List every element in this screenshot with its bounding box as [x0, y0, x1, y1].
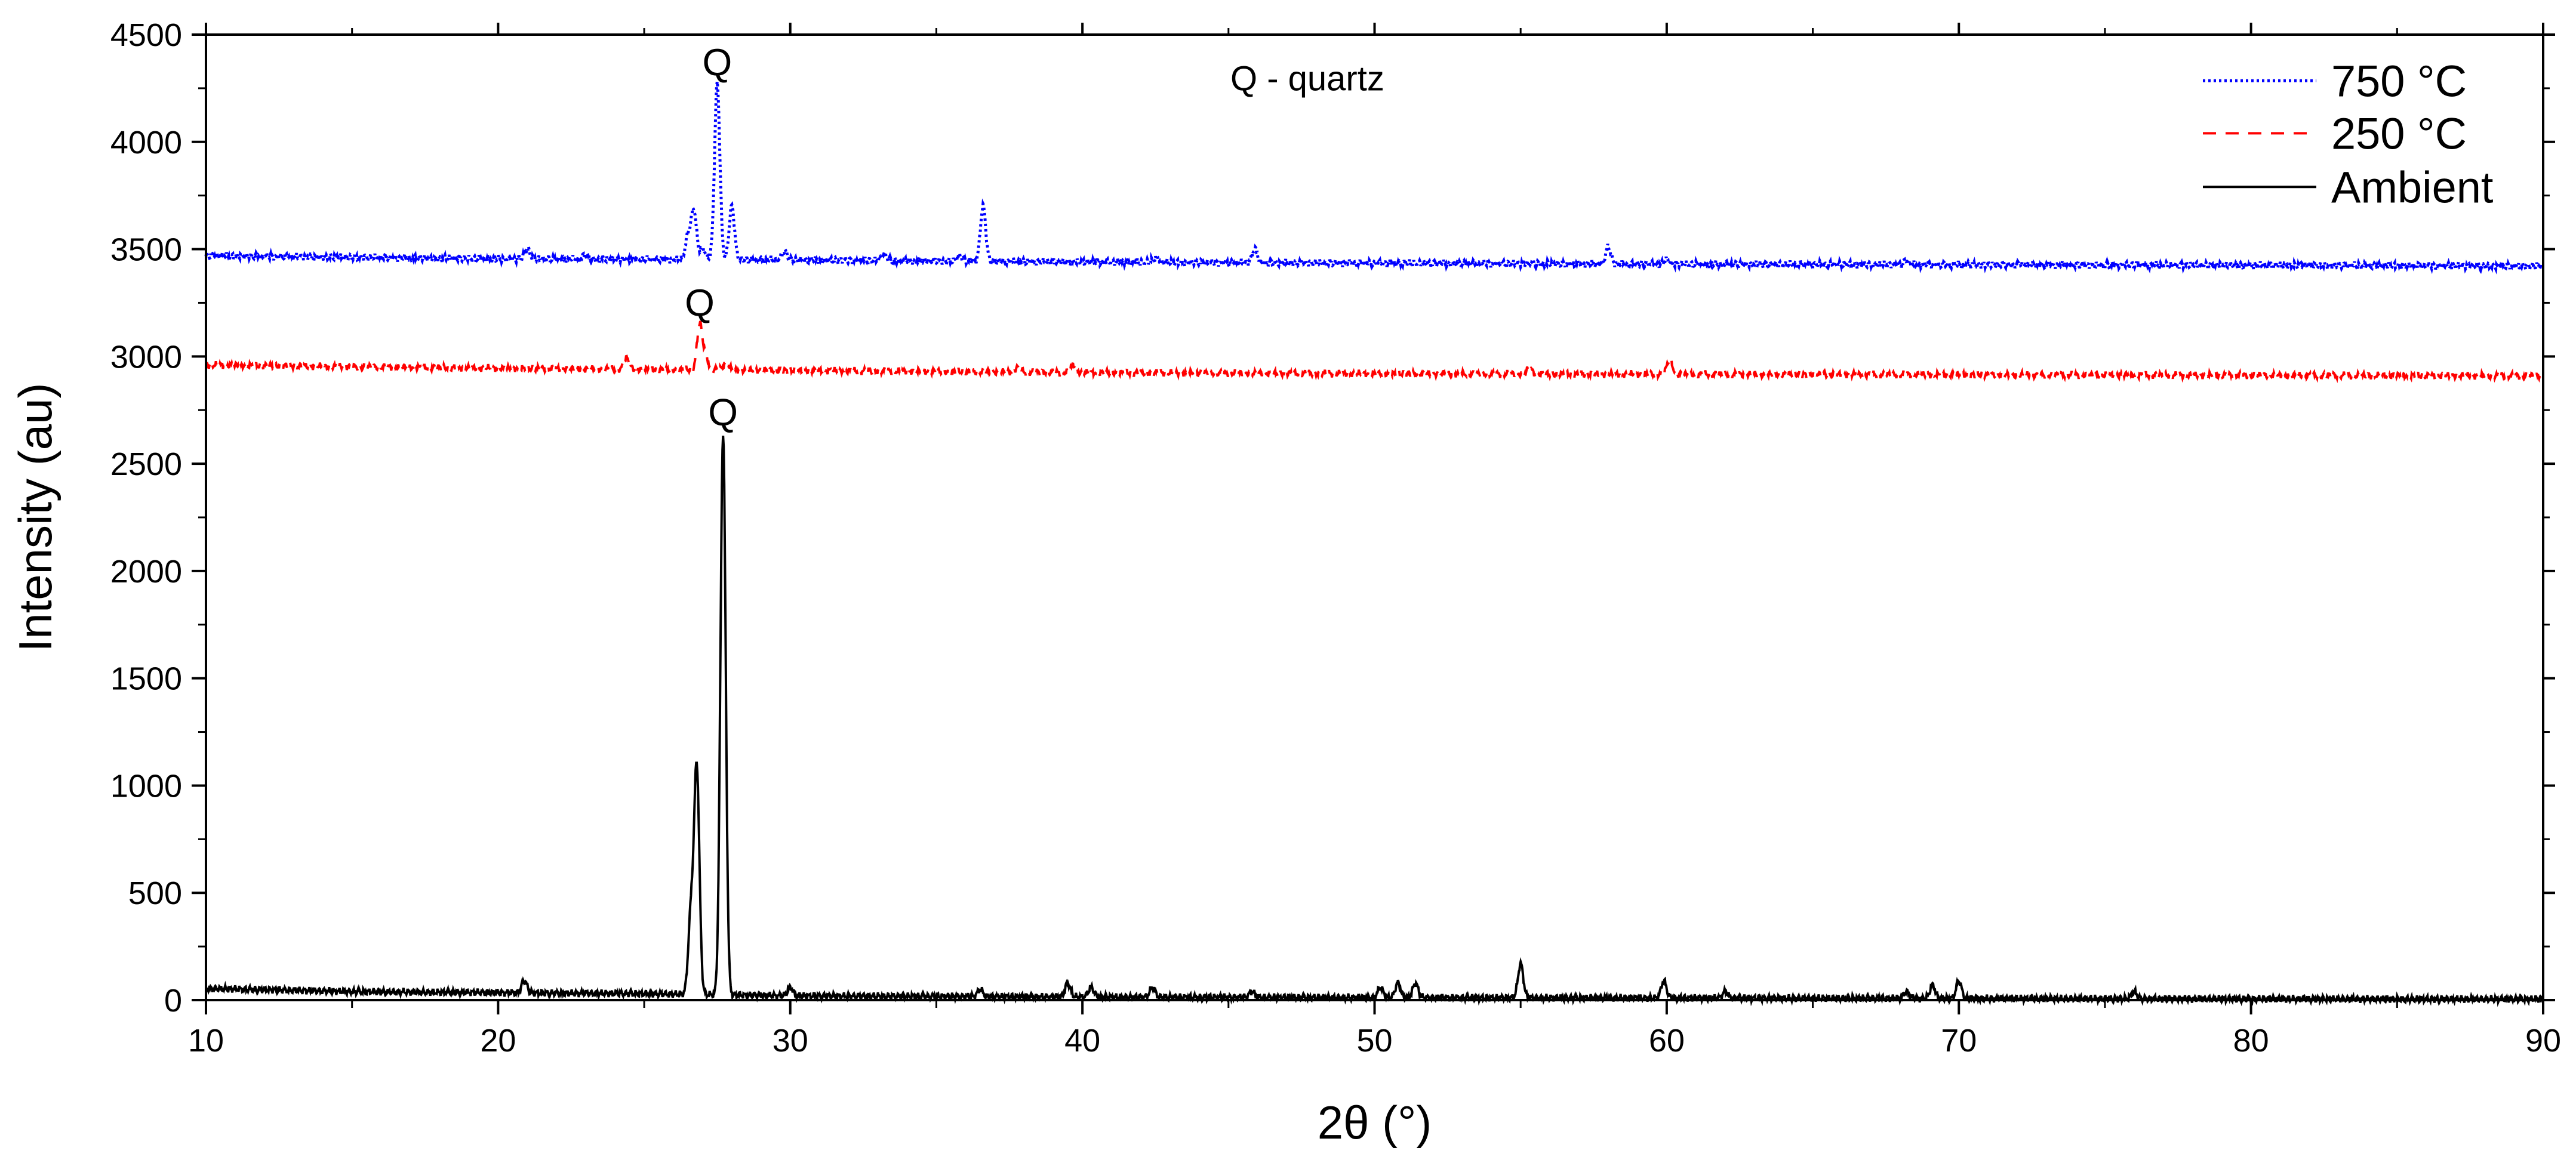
y-tick-label-500: 500 [128, 875, 182, 911]
y-axis-title: Intensity (au) [9, 383, 61, 652]
y-tick-label-2000: 2000 [110, 554, 182, 590]
legend-label-750: 750 °C [2331, 56, 2467, 106]
legend-note: Q - quartz [1230, 59, 1384, 98]
y-tick-label-1500: 1500 [110, 661, 182, 697]
x-tick-label-10: 10 [188, 1023, 224, 1059]
peak-label-750: Q [703, 41, 733, 84]
x-tick-label-90: 90 [2525, 1023, 2561, 1059]
y-tick-label-3500: 3500 [110, 232, 182, 268]
x-tick-label-80: 80 [2233, 1023, 2269, 1059]
legend-label-250: 250 °C [2331, 109, 2467, 158]
x-tick-label-40: 40 [1064, 1023, 1100, 1059]
series-layer [204, 81, 2544, 1007]
y-tick-label-0: 0 [164, 983, 182, 1019]
series-line-750 [204, 81, 2544, 275]
x-tick-label-30: 30 [773, 1023, 808, 1059]
y-tick-label-4000: 4000 [110, 125, 182, 161]
peak-label-250: Q [685, 281, 715, 324]
x-tick-label-50: 50 [1356, 1023, 1392, 1059]
y-tick-label-1000: 1000 [110, 768, 182, 804]
x-tick-label-70: 70 [1941, 1023, 1977, 1059]
y-tick-label-4500: 4500 [110, 17, 182, 53]
peak-label-ambient: Q [708, 391, 738, 434]
legend: 750 °C 250 °C Ambient [2203, 56, 2494, 212]
ticks-layer: 10 20 30 40 50 60 70 80 90 0 500 1000 1500 2000 2500 30… [110, 17, 2561, 1059]
series-line-250 [205, 320, 2544, 384]
x-tick-label-20: 20 [480, 1023, 516, 1059]
series-line-ambient [205, 436, 2544, 1007]
legend-label-ambient: Ambient [2331, 162, 2494, 212]
y-tick-label-3000: 3000 [110, 339, 182, 375]
x-tick-label-60: 60 [1649, 1023, 1685, 1059]
y-tick-label-2500: 2500 [110, 446, 182, 482]
x-axis-title: 2θ (°) [1318, 1096, 1432, 1149]
